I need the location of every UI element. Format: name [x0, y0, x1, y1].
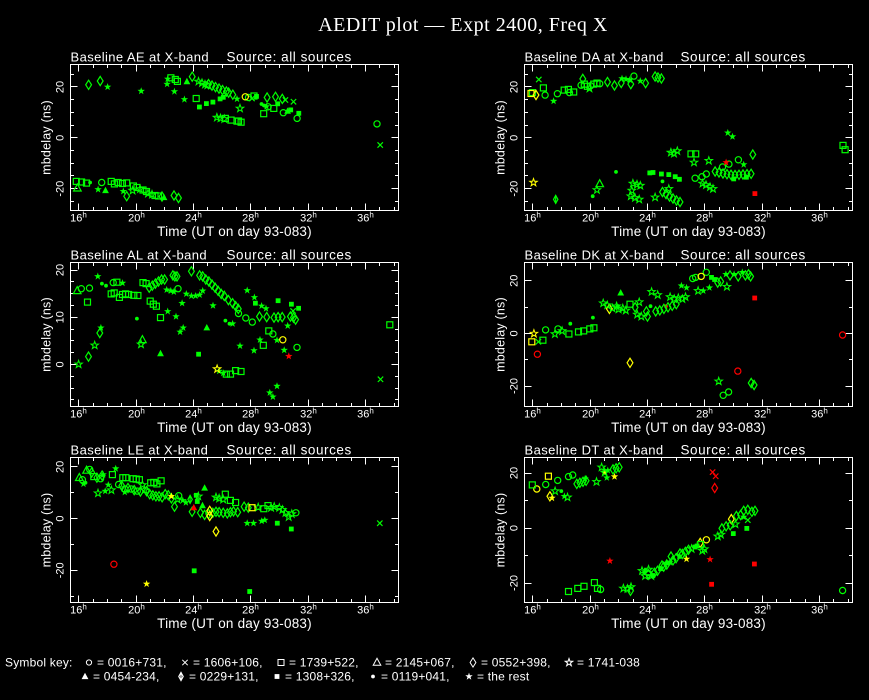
svg-text:0: 0: [509, 135, 521, 141]
svg-text:Source: all sources: Source: all sources: [681, 248, 806, 263]
svg-text:= 0229+131,: = 0229+131,: [189, 670, 259, 684]
svg-text:= 1308+326,: = 1308+326,: [285, 670, 355, 684]
svg-text:Time (UT on day 93-083): Time (UT on day 93-083): [157, 224, 312, 239]
svg-text:= 0016+731,: = 0016+731,: [97, 656, 167, 670]
svg-text:Baseline LE at X-band: Baseline LE at X-band: [71, 443, 209, 458]
svg-text:20: 20: [55, 264, 67, 276]
svg-text:mbdelay (ns): mbdelay (ns): [40, 100, 54, 175]
svg-text:mbdelay (ns): mbdelay (ns): [494, 493, 508, 568]
svg-text:mbdelay (ns): mbdelay (ns): [494, 100, 508, 175]
svg-text:20: 20: [509, 275, 521, 287]
svg-text:Source: all sources: Source: all sources: [227, 248, 352, 263]
svg-text:Baseline DT at X-band: Baseline DT at X-band: [525, 443, 664, 458]
svg-text:0: 0: [55, 135, 67, 141]
svg-text:= 0552+398,: = 0552+398,: [481, 656, 551, 670]
svg-text:mbdelay (ns): mbdelay (ns): [494, 297, 508, 372]
svg-text:Baseline DA at X-band: Baseline DA at X-band: [525, 50, 664, 65]
svg-text:0: 0: [509, 330, 521, 336]
svg-text:20: 20: [509, 81, 521, 93]
svg-text:0: 0: [509, 525, 521, 531]
svg-text:= 2145+067,: = 2145+067,: [385, 656, 455, 670]
svg-text:-20: -20: [55, 181, 67, 197]
svg-text:= 0119+041,: = 0119+041,: [381, 670, 450, 684]
svg-text:Baseline AE at X-band: Baseline AE at X-band: [71, 50, 210, 65]
svg-text:-20: -20: [509, 181, 521, 197]
svg-text:= 1606+106,: = 1606+106,: [193, 656, 263, 670]
svg-text:AEDIT plot — Expt 2400, Freq X: AEDIT plot — Expt 2400, Freq X: [318, 14, 608, 36]
svg-text:Source: all sources: Source: all sources: [681, 443, 806, 458]
svg-text:Source: all sources: Source: all sources: [681, 50, 806, 65]
svg-text:Source: all sources: Source: all sources: [227, 50, 352, 65]
svg-text:mbdelay (ns): mbdelay (ns): [40, 297, 54, 372]
svg-text:= the rest: = the rest: [477, 670, 530, 684]
svg-text:= 1739+522,: = 1739+522,: [289, 656, 359, 670]
svg-text:20: 20: [55, 81, 67, 93]
svg-text:20: 20: [55, 461, 67, 473]
svg-text:-20: -20: [509, 575, 521, 591]
svg-text:Source: all sources: Source: all sources: [227, 443, 352, 458]
svg-text:Time (UT on day 93-083): Time (UT on day 93-083): [611, 224, 766, 239]
svg-text:-20: -20: [55, 562, 67, 578]
svg-text:0: 0: [55, 361, 67, 367]
svg-text:20: 20: [509, 467, 521, 479]
svg-text:Time (UT on day 93-083): Time (UT on day 93-083): [611, 420, 766, 435]
svg-text:0: 0: [55, 516, 67, 522]
svg-text:Time (UT on day 93-083): Time (UT on day 93-083): [611, 616, 766, 631]
svg-text:-20: -20: [509, 378, 521, 394]
svg-text:Time (UT on day 93-083): Time (UT on day 93-083): [157, 420, 312, 435]
svg-text:mbdelay (ns): mbdelay (ns): [40, 493, 54, 568]
svg-text:Baseline AL at X-band: Baseline AL at X-band: [71, 248, 208, 263]
svg-text:10: 10: [55, 311, 67, 323]
svg-text:Baseline DK at X-band: Baseline DK at X-band: [525, 248, 665, 263]
svg-text:Symbol key:: Symbol key:: [5, 656, 73, 670]
svg-text:Time (UT on day 93-083): Time (UT on day 93-083): [157, 616, 312, 631]
svg-text:= 1741-038: = 1741-038: [577, 656, 640, 670]
svg-text:= 0454-234,: = 0454-234,: [93, 670, 160, 684]
